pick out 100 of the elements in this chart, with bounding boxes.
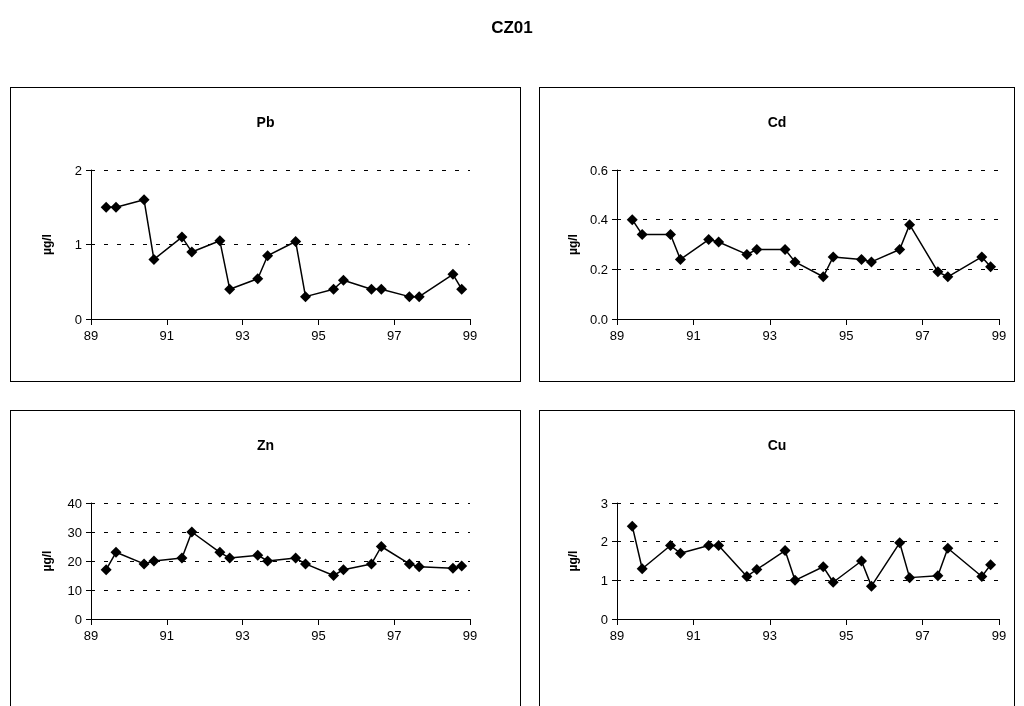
point [328, 570, 340, 581]
y-tick-label: 0 [600, 611, 608, 627]
point [942, 542, 954, 554]
point [447, 268, 459, 280]
point [976, 570, 988, 582]
point [976, 251, 988, 263]
point [224, 283, 236, 295]
point [413, 291, 425, 303]
point [942, 271, 954, 283]
point [100, 201, 112, 213]
point [664, 540, 676, 552]
point [375, 541, 387, 552]
point [779, 545, 791, 557]
x-tick-label: 89 [83, 328, 99, 343]
point [214, 546, 226, 558]
point [252, 549, 264, 561]
y-tick-label: 2 [600, 534, 608, 550]
point [176, 552, 188, 564]
text: CZ01 [490, 18, 534, 38]
y-axis-title: µg/l [40, 550, 54, 572]
x-tick-label: 91 [159, 628, 175, 643]
point [262, 555, 274, 567]
point [779, 243, 791, 255]
point [138, 558, 150, 570]
point [636, 229, 648, 241]
y-tick-label: 0.0 [589, 311, 608, 327]
y-tick-label: 0.2 [589, 261, 608, 277]
y-tick-label: 10 [67, 582, 82, 598]
y-axis-title: µg/l [566, 234, 580, 255]
y-tick-label: 2 [74, 162, 82, 178]
point [789, 574, 801, 586]
y-tick-label: 0 [74, 311, 82, 327]
point [403, 558, 415, 570]
point [148, 555, 160, 567]
x-tick-label: 91 [686, 628, 701, 643]
point [664, 229, 676, 241]
point [456, 283, 468, 295]
point [703, 234, 715, 246]
point [855, 555, 867, 567]
point [456, 560, 468, 572]
point [214, 235, 226, 247]
point [674, 547, 686, 559]
point [713, 236, 725, 248]
point [894, 537, 906, 549]
x-tick-label: 99 [462, 328, 478, 343]
y-tick-label: 20 [67, 553, 82, 569]
point [300, 291, 312, 303]
x-tick-label: 93 [235, 328, 250, 343]
y-tick-label: 0.4 [589, 212, 608, 228]
y-tick-label: 0 [74, 611, 82, 627]
x-tick-label: 95 [838, 628, 854, 643]
point [110, 201, 122, 213]
point [100, 564, 112, 576]
point [636, 563, 648, 575]
point [713, 540, 725, 552]
point [985, 559, 997, 571]
y-axis-title: µg/l [40, 234, 54, 255]
x-tick-label: 97 [386, 628, 402, 643]
x-tick-label: 91 [686, 328, 701, 343]
point [186, 526, 198, 538]
x-tick-label: 99 [991, 628, 1007, 643]
point [365, 283, 377, 295]
point [328, 283, 340, 295]
point [224, 552, 236, 564]
point [827, 576, 839, 588]
point [337, 564, 349, 576]
x-tick-label: 97 [386, 328, 402, 343]
point [932, 266, 944, 278]
point [290, 236, 302, 248]
x-tick-label: 93 [762, 628, 778, 643]
point [337, 274, 349, 286]
point [751, 243, 763, 255]
point [148, 253, 160, 265]
x-tick-label: 97 [915, 328, 930, 343]
point [674, 253, 686, 265]
point [894, 243, 906, 255]
x-tick-label: 93 [235, 628, 250, 643]
x-tick-label: 99 [991, 328, 1007, 343]
point [932, 570, 944, 582]
chart-title: Zn [256, 437, 275, 453]
x-tick-label: 95 [838, 328, 854, 343]
point [865, 256, 877, 268]
point [447, 562, 459, 574]
point [817, 271, 829, 283]
chart-title: Cd [767, 114, 787, 130]
point [262, 250, 274, 262]
y-tick-label: 0.6 [589, 162, 608, 178]
y-axis-title: µg/l [566, 550, 580, 572]
point [827, 251, 839, 263]
point [138, 194, 150, 206]
point [300, 558, 312, 570]
point [186, 246, 198, 258]
y-tick-label: 1 [74, 237, 82, 252]
point [741, 570, 753, 582]
x-tick-label: 95 [311, 628, 326, 643]
point [375, 283, 387, 295]
y-tick-label: 1 [600, 572, 608, 588]
x-tick-label: 97 [915, 628, 930, 643]
point [703, 540, 715, 552]
point [176, 231, 188, 243]
